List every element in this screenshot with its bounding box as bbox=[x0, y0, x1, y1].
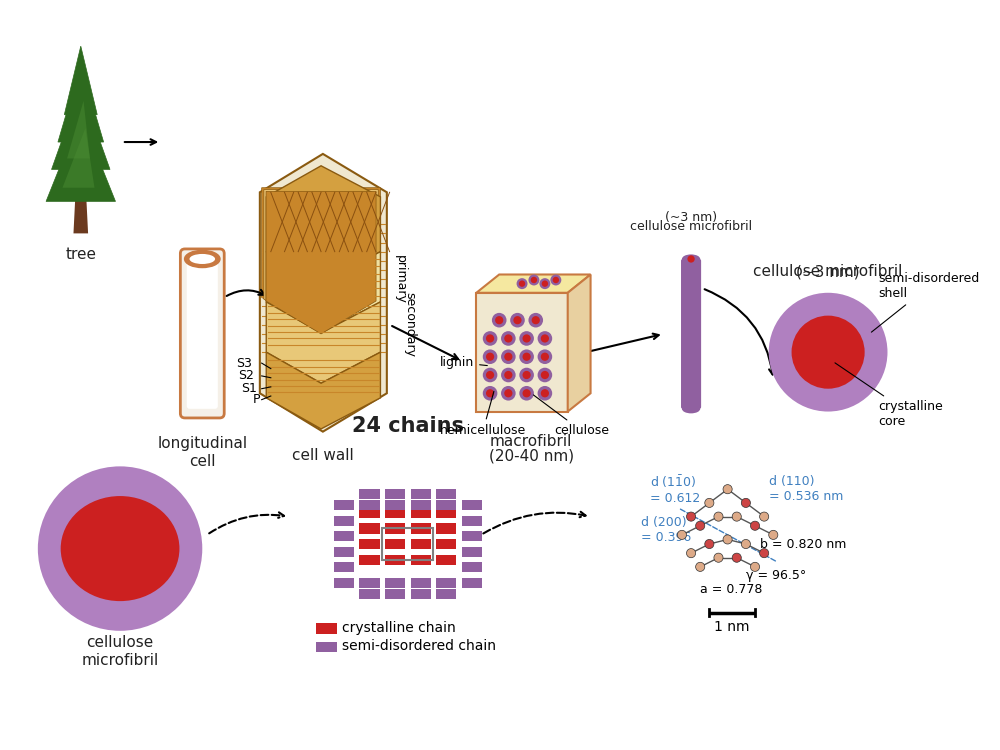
Text: S2: S2 bbox=[238, 370, 254, 382]
Circle shape bbox=[492, 313, 507, 328]
Bar bbox=[411, 554, 431, 565]
Bar bbox=[411, 524, 431, 533]
Bar bbox=[359, 508, 380, 518]
Bar bbox=[359, 589, 380, 598]
Polygon shape bbox=[266, 166, 380, 283]
Text: secondary: secondary bbox=[403, 292, 416, 357]
Circle shape bbox=[486, 389, 494, 398]
Circle shape bbox=[732, 512, 741, 521]
Circle shape bbox=[714, 512, 723, 521]
Bar bbox=[411, 508, 431, 518]
Bar bbox=[385, 554, 405, 565]
Bar bbox=[411, 489, 431, 500]
Circle shape bbox=[504, 389, 512, 398]
Bar bbox=[334, 531, 354, 542]
Circle shape bbox=[519, 350, 534, 364]
Polygon shape bbox=[52, 87, 110, 170]
Text: hemicellulose: hemicellulose bbox=[440, 392, 526, 437]
Bar bbox=[411, 500, 431, 510]
Ellipse shape bbox=[682, 404, 700, 413]
Circle shape bbox=[523, 389, 531, 398]
Circle shape bbox=[686, 548, 696, 558]
Text: P: P bbox=[252, 393, 260, 406]
Polygon shape bbox=[476, 292, 568, 412]
Polygon shape bbox=[266, 352, 380, 429]
Circle shape bbox=[519, 280, 525, 286]
Circle shape bbox=[550, 274, 561, 286]
Text: cellulose microfibril: cellulose microfibril bbox=[753, 264, 903, 279]
Polygon shape bbox=[58, 64, 104, 142]
Circle shape bbox=[501, 368, 516, 382]
Bar bbox=[462, 578, 482, 588]
Circle shape bbox=[495, 316, 503, 324]
Bar bbox=[436, 524, 456, 533]
Circle shape bbox=[741, 539, 750, 548]
Circle shape bbox=[528, 274, 539, 286]
Text: d (110)
= 0.536 nm: d (110) = 0.536 nm bbox=[769, 476, 843, 503]
Bar bbox=[385, 500, 405, 510]
Circle shape bbox=[538, 386, 552, 400]
FancyBboxPatch shape bbox=[681, 259, 701, 409]
Circle shape bbox=[541, 352, 549, 361]
Text: S1: S1 bbox=[241, 382, 257, 395]
Circle shape bbox=[553, 277, 559, 284]
Circle shape bbox=[760, 548, 769, 558]
FancyBboxPatch shape bbox=[187, 258, 218, 409]
Bar bbox=[385, 578, 405, 588]
Circle shape bbox=[510, 313, 525, 328]
Bar bbox=[385, 508, 405, 518]
Bar bbox=[334, 516, 354, 526]
Circle shape bbox=[705, 498, 714, 508]
Circle shape bbox=[532, 316, 540, 324]
Bar bbox=[359, 539, 380, 549]
Bar bbox=[436, 489, 456, 500]
Circle shape bbox=[517, 278, 528, 289]
Text: a = 0.778: a = 0.778 bbox=[700, 584, 763, 596]
Bar bbox=[334, 578, 354, 588]
Polygon shape bbox=[73, 196, 88, 233]
Polygon shape bbox=[46, 115, 115, 202]
Bar bbox=[334, 500, 354, 510]
Text: d (200)
= 0.396: d (200) = 0.396 bbox=[641, 516, 691, 544]
Polygon shape bbox=[262, 188, 380, 334]
Bar bbox=[436, 508, 456, 518]
Circle shape bbox=[792, 316, 865, 388]
Bar bbox=[334, 500, 354, 510]
Circle shape bbox=[723, 484, 732, 494]
Circle shape bbox=[732, 554, 741, 562]
Circle shape bbox=[38, 466, 202, 631]
Circle shape bbox=[504, 334, 512, 343]
Text: macrofibril: macrofibril bbox=[490, 434, 572, 449]
Bar bbox=[385, 539, 405, 549]
Bar bbox=[436, 554, 456, 565]
Text: (~3 nm): (~3 nm) bbox=[665, 211, 717, 224]
Text: semi-disordered chain: semi-disordered chain bbox=[342, 639, 496, 653]
Circle shape bbox=[501, 350, 516, 364]
Text: b = 0.820 nm: b = 0.820 nm bbox=[760, 538, 846, 550]
Circle shape bbox=[483, 350, 497, 364]
Bar bbox=[316, 642, 337, 652]
Bar bbox=[462, 547, 482, 556]
Circle shape bbox=[541, 371, 549, 379]
Circle shape bbox=[750, 521, 760, 530]
Circle shape bbox=[486, 334, 494, 343]
Circle shape bbox=[501, 386, 516, 400]
Bar bbox=[385, 524, 405, 533]
Circle shape bbox=[541, 389, 549, 398]
Circle shape bbox=[760, 512, 769, 521]
Bar bbox=[359, 554, 380, 565]
Ellipse shape bbox=[61, 496, 179, 601]
Polygon shape bbox=[67, 101, 90, 158]
Circle shape bbox=[723, 535, 732, 544]
Text: d (1$\bar{1}$0)
= 0.612: d (1$\bar{1}$0) = 0.612 bbox=[650, 473, 700, 505]
Circle shape bbox=[696, 521, 705, 530]
Bar bbox=[316, 623, 337, 634]
Circle shape bbox=[523, 352, 531, 361]
Circle shape bbox=[483, 332, 497, 346]
Circle shape bbox=[538, 332, 552, 346]
Circle shape bbox=[686, 512, 696, 521]
Text: (~3 nm): (~3 nm) bbox=[796, 247, 860, 279]
Polygon shape bbox=[266, 302, 380, 383]
Circle shape bbox=[687, 255, 695, 262]
Circle shape bbox=[513, 316, 522, 324]
